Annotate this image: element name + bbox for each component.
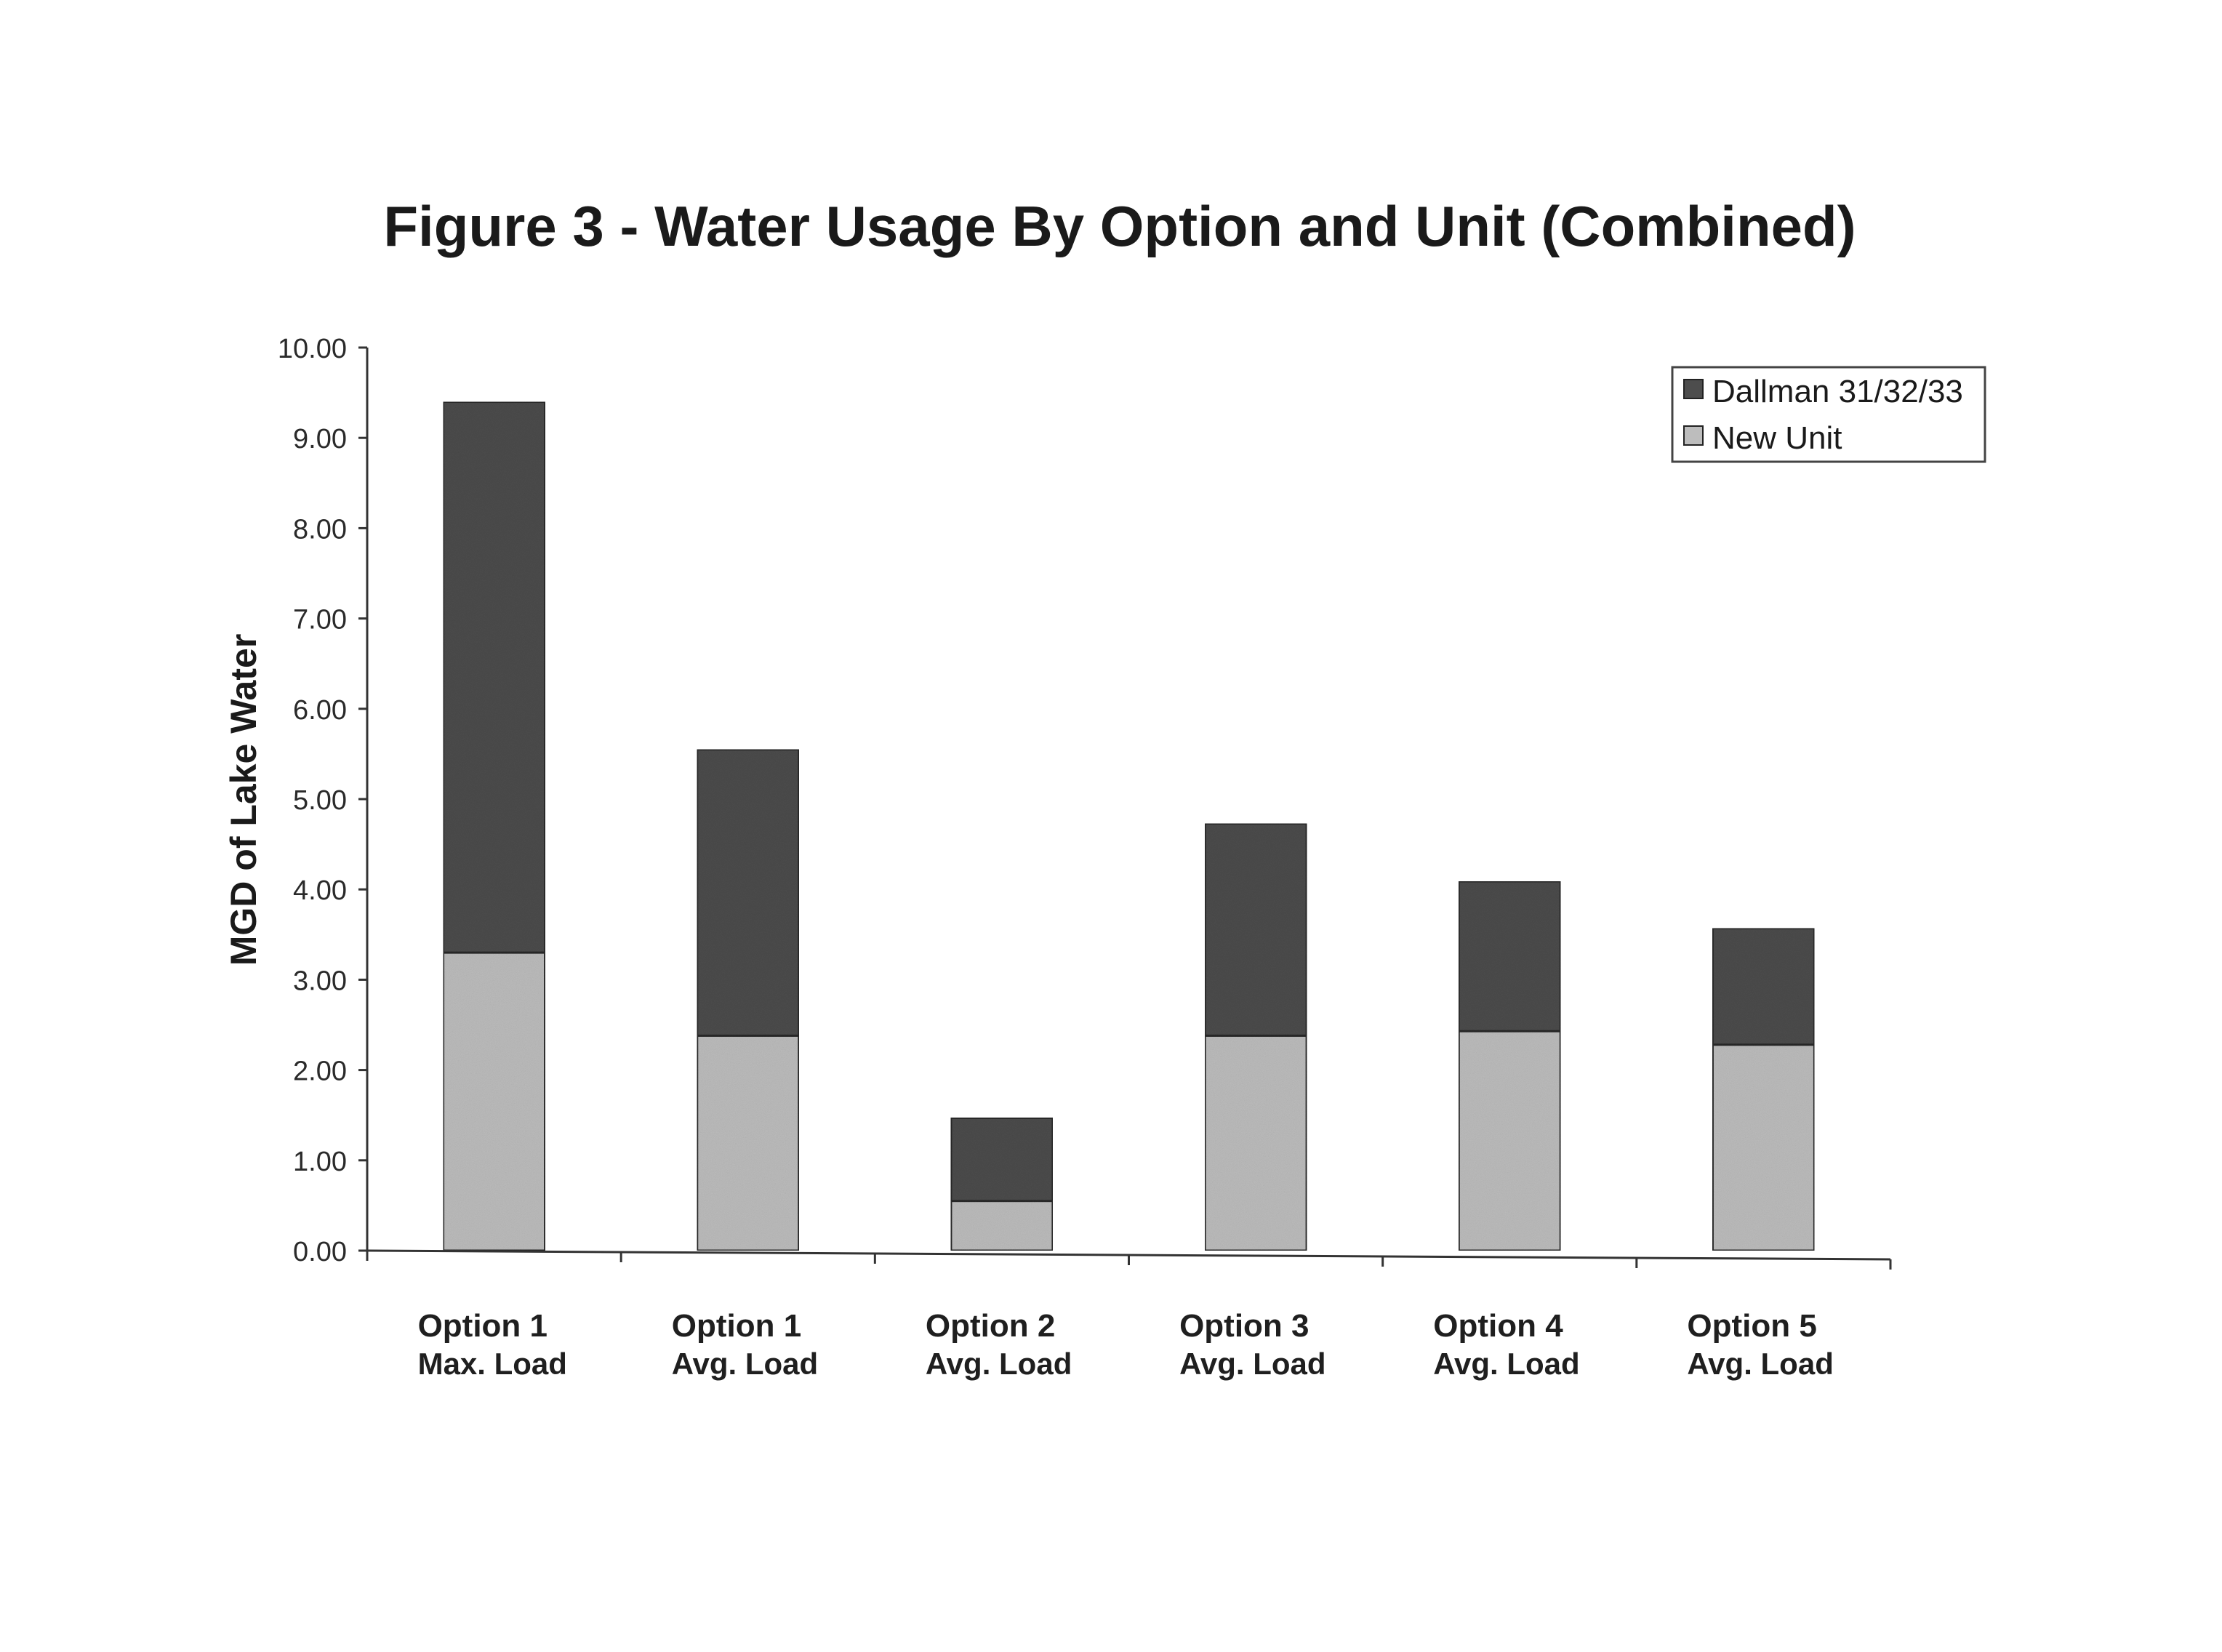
bars xyxy=(442,401,1816,1252)
bar-segment xyxy=(696,748,801,1037)
x-tick-label: Option 1 xyxy=(672,1308,801,1344)
x-tick-label: Option 4 xyxy=(1433,1308,1563,1344)
bar-segment xyxy=(1203,822,1308,1037)
x-tick-label: Option 3 xyxy=(1179,1308,1309,1344)
bar-segment xyxy=(442,951,547,1252)
y-tick-label: 8.00 xyxy=(293,514,347,545)
x-tick-label-sub: Avg. Load xyxy=(926,1347,1072,1381)
y-tick-label: 7.00 xyxy=(293,605,347,635)
y-tick-label: 10.00 xyxy=(278,334,347,364)
legend-item-dallman: Dallman 31/32/33 xyxy=(1683,374,1963,409)
bar-segment xyxy=(950,1200,1054,1252)
bar-segment xyxy=(1711,927,1816,1046)
y-axis-label: MGD of Lake Water xyxy=(223,634,264,966)
bar-segment xyxy=(1203,1034,1308,1252)
legend-label-new-unit: New Unit xyxy=(1712,420,1842,456)
y-tick-label: 3.00 xyxy=(293,966,347,996)
x-tick-label-sub: Avg. Load xyxy=(672,1347,818,1381)
bar-segment xyxy=(950,1116,1054,1203)
bar-segment xyxy=(1711,1043,1816,1252)
x-tick-label: Option 1 xyxy=(418,1308,548,1344)
legend-label-dallman: Dallman 31/32/33 xyxy=(1712,374,1963,409)
legend-swatch-dallman xyxy=(1683,379,1704,399)
y-tick-label: 5.00 xyxy=(293,785,347,816)
y-tick-label: 0.00 xyxy=(293,1237,347,1267)
y-axis: 0.00 1.00 2.00 3.00 4.00 5.00 6.00 7.00 8.00 9.00… xyxy=(278,334,369,1267)
legend-box xyxy=(1671,366,1986,463)
y-tick-label: 4.00 xyxy=(293,875,347,906)
bar-segment xyxy=(1457,1030,1562,1252)
y-tick-label: 9.00 xyxy=(293,424,347,454)
chart-title: Figure 3 - Water Usage By Option and Uni… xyxy=(383,194,1856,258)
legend-swatch-new-unit xyxy=(1683,425,1704,446)
legend: Dallman 31/32/33 New Unit xyxy=(1671,366,1986,463)
x-tick-label: Option 2 xyxy=(926,1308,1055,1344)
bar-segment xyxy=(442,401,547,954)
y-tick-label: 6.00 xyxy=(293,695,347,726)
x-tick-label-sub: Avg. Load xyxy=(1179,1347,1325,1381)
bar-segment xyxy=(1457,880,1562,1032)
bar-segment xyxy=(696,1034,801,1252)
y-tick-label: 1.00 xyxy=(293,1147,347,1177)
x-tick-label-sub: Avg. Load xyxy=(1687,1347,1833,1381)
legend-item-new-unit: New Unit xyxy=(1683,420,1842,456)
x-tick-label-sub: Max. Load xyxy=(418,1347,567,1381)
x-tick-label: Option 5 xyxy=(1687,1308,1816,1344)
x-tick-label-sub: Avg. Load xyxy=(1433,1347,1579,1381)
y-tick-label: 2.00 xyxy=(293,1056,347,1087)
